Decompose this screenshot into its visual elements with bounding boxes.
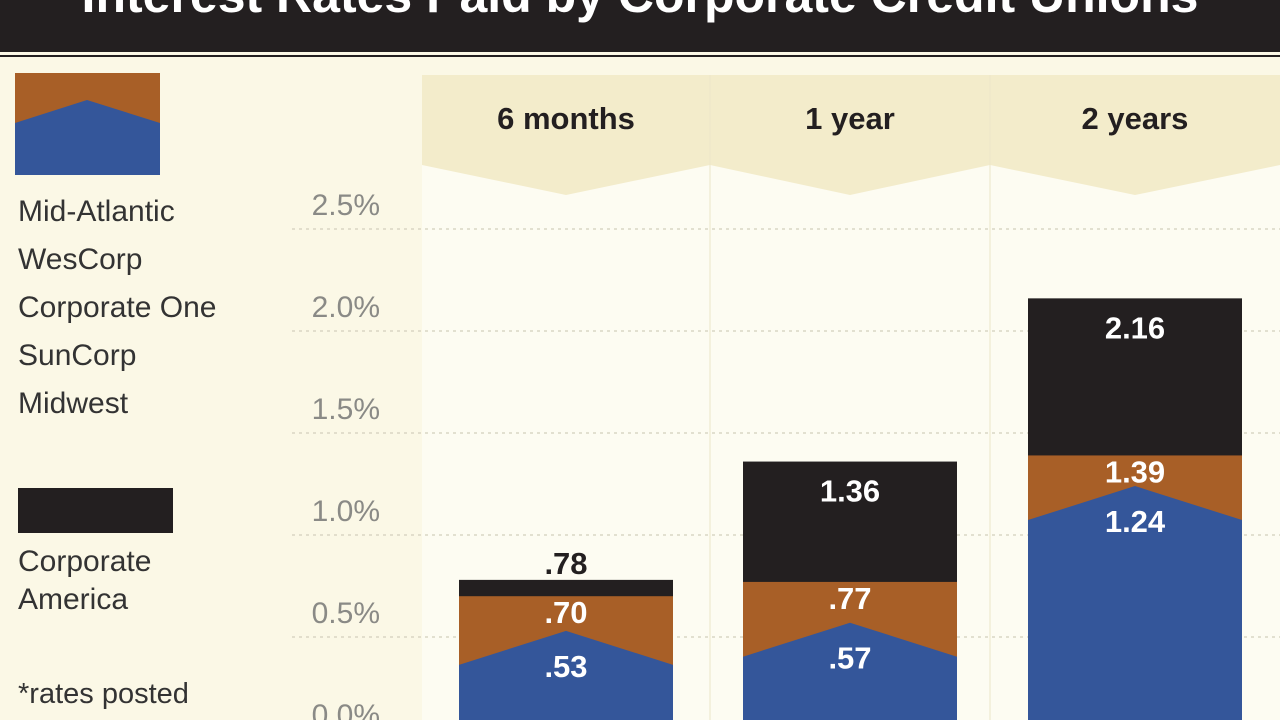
- value-label: 1.24: [1105, 504, 1166, 539]
- footnote: *rates posted: [18, 678, 189, 710]
- value-label: .70: [544, 595, 587, 630]
- bar-segment: [459, 630, 673, 720]
- x-tick-label: 1 year: [805, 101, 895, 136]
- header-tab: [990, 75, 1280, 195]
- header-tab: [710, 75, 990, 195]
- value-label: .77: [828, 581, 871, 616]
- legend-label: Corporate One: [18, 291, 216, 324]
- y-tick-label: 2.5%: [312, 189, 380, 222]
- y-tick-label: 2.0%: [312, 291, 380, 324]
- x-tick-label: 2 years: [1082, 101, 1189, 136]
- value-label: .78: [544, 546, 587, 581]
- legend-swatch: [18, 488, 173, 533]
- y-tick-label: 1.5%: [312, 393, 380, 426]
- x-tick-label: 6 months: [497, 101, 635, 136]
- legend-label: Corporate America: [18, 545, 151, 616]
- legend-label: Midwest: [18, 387, 129, 420]
- bar-segment: [743, 622, 957, 720]
- title-bar: [0, 0, 1280, 52]
- value-label: .53: [544, 649, 587, 684]
- legend-label: SunCorp: [18, 339, 136, 372]
- y-tick-label: 0.5%: [312, 597, 380, 630]
- legend: [15, 73, 173, 533]
- bar-segment: [1028, 486, 1242, 720]
- y-tick-label: 0.0%: [312, 699, 380, 720]
- legend-label: WesCorp: [18, 243, 142, 276]
- y-tick-label: 1.0%: [312, 495, 380, 528]
- header-tab: [422, 75, 710, 195]
- chart-title: Interest Rates Paid by Corporate Credit …: [82, 0, 1199, 23]
- value-label: 1.39: [1105, 454, 1165, 489]
- legend-label: Mid-Atlantic: [18, 195, 175, 228]
- value-label: 2.16: [1105, 310, 1165, 345]
- value-label: 1.36: [820, 474, 880, 509]
- legend-swatch: [15, 100, 160, 175]
- value-label: .57: [828, 641, 871, 676]
